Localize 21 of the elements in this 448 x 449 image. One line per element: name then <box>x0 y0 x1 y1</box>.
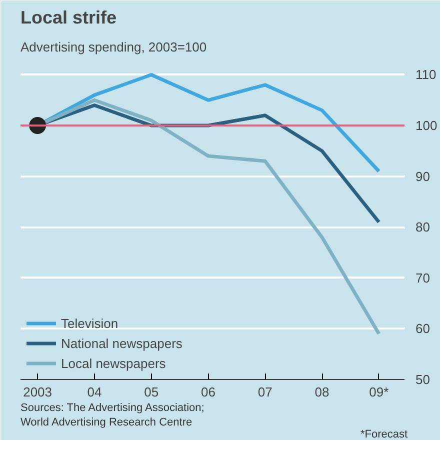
x-tick-label: 07 <box>258 384 272 400</box>
text: *Forecast <box>360 428 408 440</box>
y-tick-label: 110 <box>416 67 436 82</box>
chart-title: Local strife <box>20 8 117 28</box>
legend-label: Television <box>61 316 118 330</box>
x-tick-label: 04 <box>87 384 102 400</box>
y-tick-label: 60 <box>416 321 430 336</box>
legend-label: National newspapers <box>61 336 182 350</box>
y-tick-label: 80 <box>416 220 430 235</box>
chart-subtitle: Advertising spending, 2003=100 <box>20 40 207 54</box>
y-tick-label: 90 <box>416 168 430 184</box>
x-tick-label: 06 <box>201 384 216 400</box>
x-tick-label: 08 <box>314 384 330 400</box>
x-tick-label: 2003 <box>23 384 52 400</box>
x-tick-label: 09* <box>369 384 389 400</box>
y-tick-label: 100 <box>416 118 438 134</box>
y-tick-label: 70 <box>416 270 430 286</box>
source-note: Sources: The Advertising Association; World Advertising Research Centre <box>20 402 204 428</box>
x-tick-label: 05 <box>144 384 159 400</box>
y-tick-label: 50 <box>416 372 430 387</box>
legend-label: Local newspapers <box>61 356 166 370</box>
